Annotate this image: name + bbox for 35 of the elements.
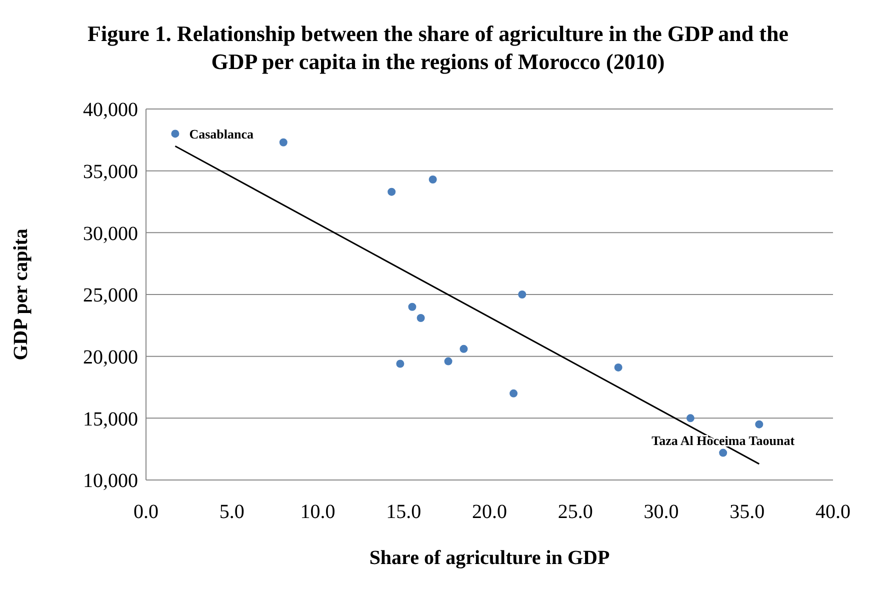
- x-tick-label: 25.0: [558, 501, 593, 524]
- y-tick-label: 15,000: [83, 408, 138, 430]
- point: [416, 314, 425, 322]
- point: [614, 363, 622, 372]
- x-tick-label: 10.0: [300, 501, 336, 524]
- chart-title: Figure 1. Relationship between the share of agriculture in the GDP and the GDP per capita in the regions of Morocco (2010): [86, 20, 790, 76]
- point: [428, 175, 437, 184]
- y-tick-label: 25,000: [83, 284, 138, 307]
- y-tick-label: 30,000: [83, 222, 138, 245]
- point: [686, 414, 694, 422]
- point: [388, 188, 396, 196]
- point: [755, 420, 764, 428]
- x-tick-label: 30.0: [644, 501, 679, 524]
- y-tick-label: 10,000: [83, 470, 138, 492]
- point: [171, 130, 180, 138]
- x-tick-label: 0.0: [134, 501, 158, 524]
- point: [510, 389, 518, 398]
- point: [460, 344, 468, 353]
- y-tick-label: 35,000: [83, 160, 138, 183]
- point: [444, 357, 452, 366]
- point: [518, 290, 526, 298]
- x-tick-label: 35.0: [730, 501, 765, 524]
- y-tick-label: 40,000: [83, 99, 138, 122]
- x-tick-label: 5.0: [219, 501, 244, 524]
- point: [279, 138, 288, 146]
- x-axis-title: Share of agriculture in GDP: [369, 547, 610, 569]
- point: [719, 448, 728, 457]
- y-axis-title: GDP per capita: [10, 228, 32, 360]
- x-tick-label: 40.0: [816, 501, 850, 524]
- point: [408, 302, 416, 311]
- annotation: Casablanca: [189, 126, 254, 142]
- x-tick-label: 15.0: [386, 501, 422, 524]
- x-tick-label: 20.0: [472, 501, 507, 524]
- y-tick-label: 20,000: [83, 346, 138, 368]
- point: [396, 360, 404, 368]
